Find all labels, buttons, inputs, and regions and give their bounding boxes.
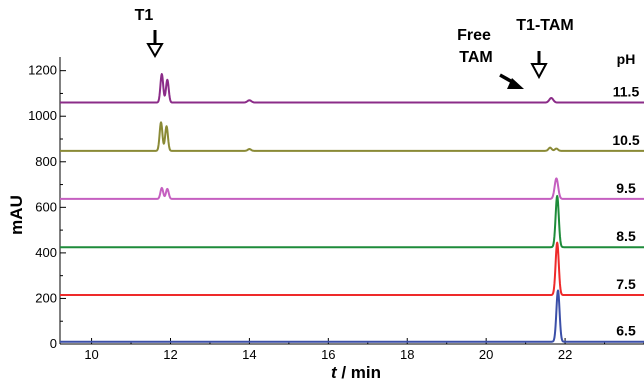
series-line	[59, 121, 644, 152]
y-tick-label: 800	[35, 154, 57, 169]
series-line	[59, 241, 644, 297]
y-axis-title: mAU	[7, 195, 26, 235]
series-line	[59, 194, 644, 249]
series-label: 7.5	[616, 276, 636, 292]
series-label: 11.5	[613, 84, 640, 100]
x-tick-label: 20	[479, 347, 493, 362]
series-line	[59, 289, 644, 343]
x-tick-label: 12	[163, 347, 177, 362]
series-ph-7-5: 7.5	[59, 241, 644, 297]
series-ph-9-5: 9.5	[59, 177, 644, 200]
svg-text:t / min: t / min	[331, 363, 381, 382]
series-label: 8.5	[616, 228, 636, 244]
y-tick-label: 400	[35, 245, 57, 260]
arrow-t1-icon	[146, 30, 164, 58]
series-layer: 6.5 7.5 8.5 9.5 10.5 11.5	[59, 73, 644, 343]
y-tick-label: 1200	[28, 63, 57, 78]
x-tick-label: 22	[558, 347, 572, 362]
series-label: 6.5	[616, 323, 636, 339]
axes-layer: 10 12 14 16 18 20 22 0 200 400 600 800 1000 1200	[28, 57, 644, 362]
arrow-t1tam-icon	[530, 51, 548, 80]
y-tick-label: 1000	[28, 108, 57, 123]
x-axis-title-rest: / min	[337, 363, 381, 382]
x-axis-title-italic: t	[331, 363, 338, 382]
x-tick-label: 14	[242, 347, 256, 362]
arrow-free-tam-icon	[499, 73, 524, 89]
legend-title-ph: pH	[617, 51, 636, 67]
annotation-t1-tam: T1-TAM	[516, 17, 573, 34]
series-ph-10-5: 10.5	[59, 121, 644, 152]
x-axis-title: t / min	[331, 363, 381, 382]
series-line	[59, 73, 644, 104]
series-ph-6-5: 6.5	[59, 289, 644, 343]
x-tick-label: 10	[84, 347, 98, 362]
x-tick-label: 18	[400, 347, 414, 362]
annotation-free-line2: TAM	[459, 49, 492, 66]
series-line	[59, 177, 644, 200]
series-ph-8-5: 8.5	[59, 194, 644, 249]
series-label: 10.5	[612, 132, 639, 148]
y-tick-label: 200	[35, 290, 57, 305]
series-ph-11-5: 11.5	[59, 73, 644, 104]
y-tick-label: 0	[50, 336, 57, 351]
series-label: 9.5	[616, 180, 636, 196]
y-tick-label: 600	[35, 199, 57, 214]
annotation-t1: T1	[135, 7, 154, 24]
annotation-layer: T1 Free TAM T1-TAM pH	[135, 7, 636, 89]
x-tick-label: 16	[321, 347, 335, 362]
annotation-free-line1: Free	[457, 27, 491, 44]
